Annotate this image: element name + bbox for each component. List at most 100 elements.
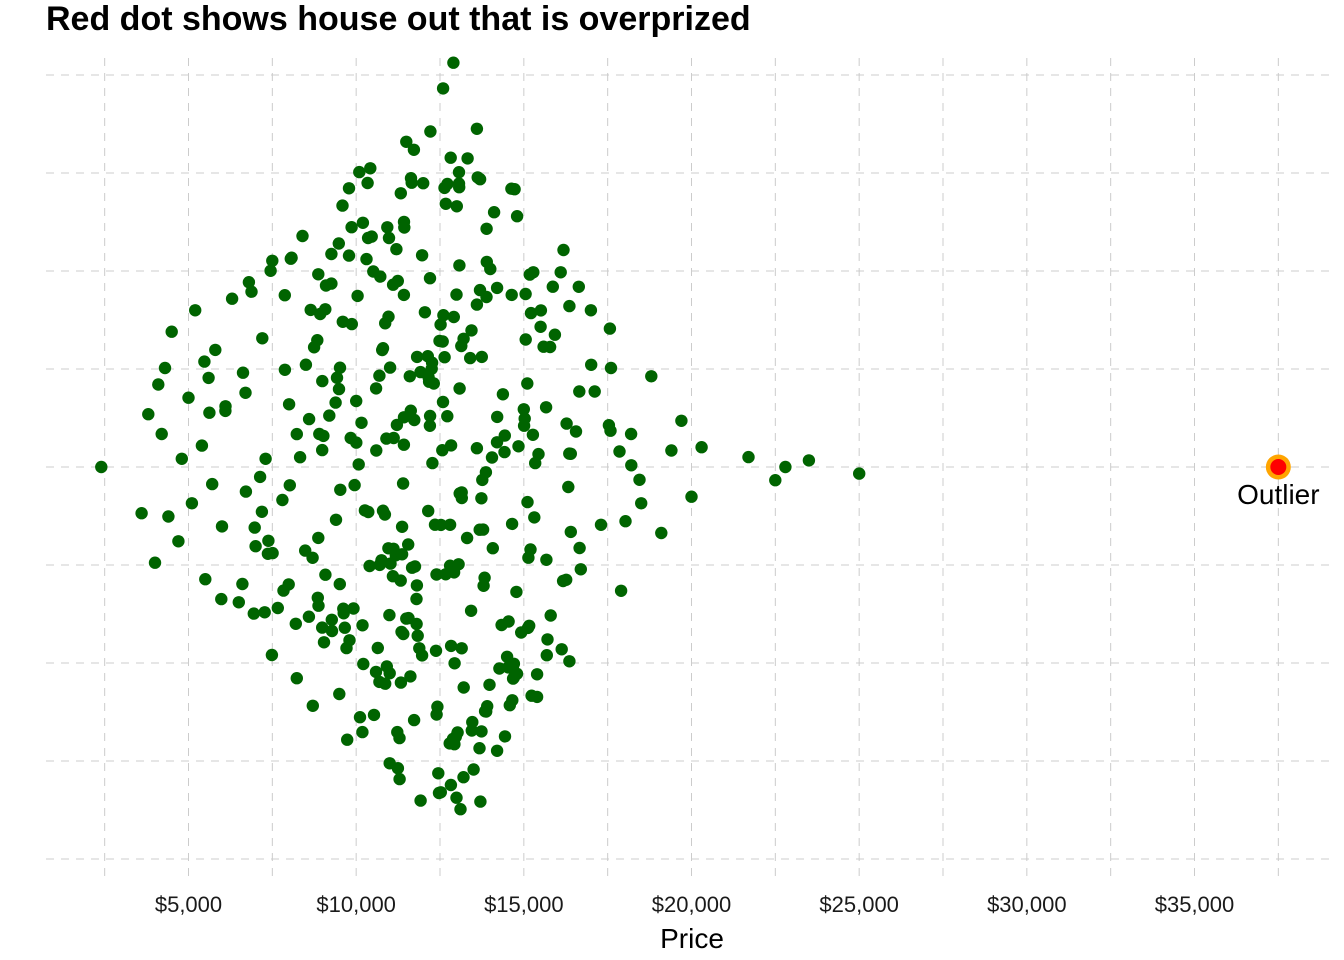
data-point	[457, 771, 470, 784]
data-point	[351, 289, 364, 303]
data-point	[475, 350, 488, 364]
data-point	[356, 619, 369, 632]
data-point	[496, 388, 510, 401]
data-point	[540, 649, 553, 662]
data-point	[394, 574, 407, 587]
data-point	[444, 151, 457, 164]
data-point	[278, 363, 292, 376]
data-point	[480, 290, 493, 304]
data-point	[319, 303, 332, 316]
data-point	[584, 304, 598, 317]
data-point	[332, 382, 346, 396]
data-point	[548, 328, 562, 341]
data-point	[572, 280, 585, 293]
data-point	[394, 187, 407, 200]
data-point	[450, 288, 463, 301]
data-point	[347, 602, 360, 615]
x-tick-label: $25,000	[819, 892, 899, 917]
data-point	[560, 573, 573, 586]
data-point	[290, 672, 303, 685]
data-point	[510, 585, 523, 599]
data-point	[471, 171, 484, 184]
data-point	[532, 447, 545, 461]
data-point	[276, 493, 289, 507]
data-point	[329, 396, 342, 409]
data-point	[464, 604, 478, 617]
data-point	[306, 699, 319, 712]
data-point	[564, 525, 577, 539]
data-point	[311, 591, 324, 604]
data-point	[395, 548, 409, 561]
data-point	[457, 681, 470, 694]
data-point	[452, 166, 466, 179]
data-point	[604, 424, 617, 437]
data-point	[329, 513, 343, 526]
data-point	[397, 438, 411, 451]
data-point	[333, 577, 346, 591]
data-point	[423, 272, 437, 285]
data-point	[426, 456, 439, 470]
data-point	[408, 413, 421, 427]
data-point	[521, 377, 534, 390]
data-point	[519, 287, 532, 301]
chart-title: Red dot shows house out that is overpriz…	[46, 0, 751, 38]
data-point	[312, 531, 325, 545]
data-point	[199, 573, 212, 586]
data-point	[543, 340, 557, 354]
data-point	[95, 460, 108, 474]
data-point	[423, 419, 437, 432]
data-point	[245, 285, 258, 298]
data-point	[487, 206, 501, 219]
data-point	[562, 480, 575, 494]
data-point	[242, 276, 256, 289]
data-point	[454, 803, 467, 816]
data-point	[502, 615, 515, 628]
data-point	[539, 401, 553, 414]
data-point	[353, 165, 366, 179]
data-point	[475, 725, 488, 738]
data-point	[510, 210, 524, 223]
data-point	[505, 288, 518, 302]
data-point	[410, 350, 424, 364]
data-point	[563, 655, 576, 668]
x-axis: $5,000 $10,000 $15,000 $20,000 $25,000 $30,00…	[155, 892, 1234, 917]
data-point	[503, 699, 516, 712]
data-point	[478, 705, 492, 718]
data-point	[524, 306, 538, 320]
data-point	[390, 418, 404, 432]
data-point	[522, 551, 535, 564]
data-point	[423, 409, 437, 423]
data-point	[393, 772, 406, 786]
data-point	[546, 280, 559, 293]
data-point	[325, 613, 338, 626]
data-point	[473, 742, 486, 755]
data-point	[317, 636, 331, 649]
data-point	[342, 182, 356, 195]
data-point	[396, 477, 410, 490]
data-point	[505, 517, 519, 531]
data-point	[455, 339, 468, 353]
data-point	[515, 626, 528, 639]
data-point	[376, 504, 390, 517]
data-point	[464, 351, 477, 365]
data-point	[544, 609, 557, 622]
data-point	[604, 361, 618, 375]
data-point	[249, 540, 262, 553]
data-point	[338, 621, 351, 634]
x-tick-label: $20,000	[652, 892, 732, 917]
grid-lines	[46, 58, 1334, 880]
data-point	[432, 786, 446, 800]
data-point	[517, 403, 530, 416]
data-point	[195, 439, 209, 452]
data-point	[135, 507, 148, 520]
data-point	[563, 299, 576, 313]
data-point	[206, 477, 219, 491]
data-point	[574, 563, 587, 576]
data-point	[373, 369, 386, 382]
data-point	[342, 249, 356, 262]
data-point	[236, 366, 250, 379]
data-point	[391, 725, 404, 739]
data-point	[428, 518, 442, 531]
data-point	[333, 361, 347, 374]
